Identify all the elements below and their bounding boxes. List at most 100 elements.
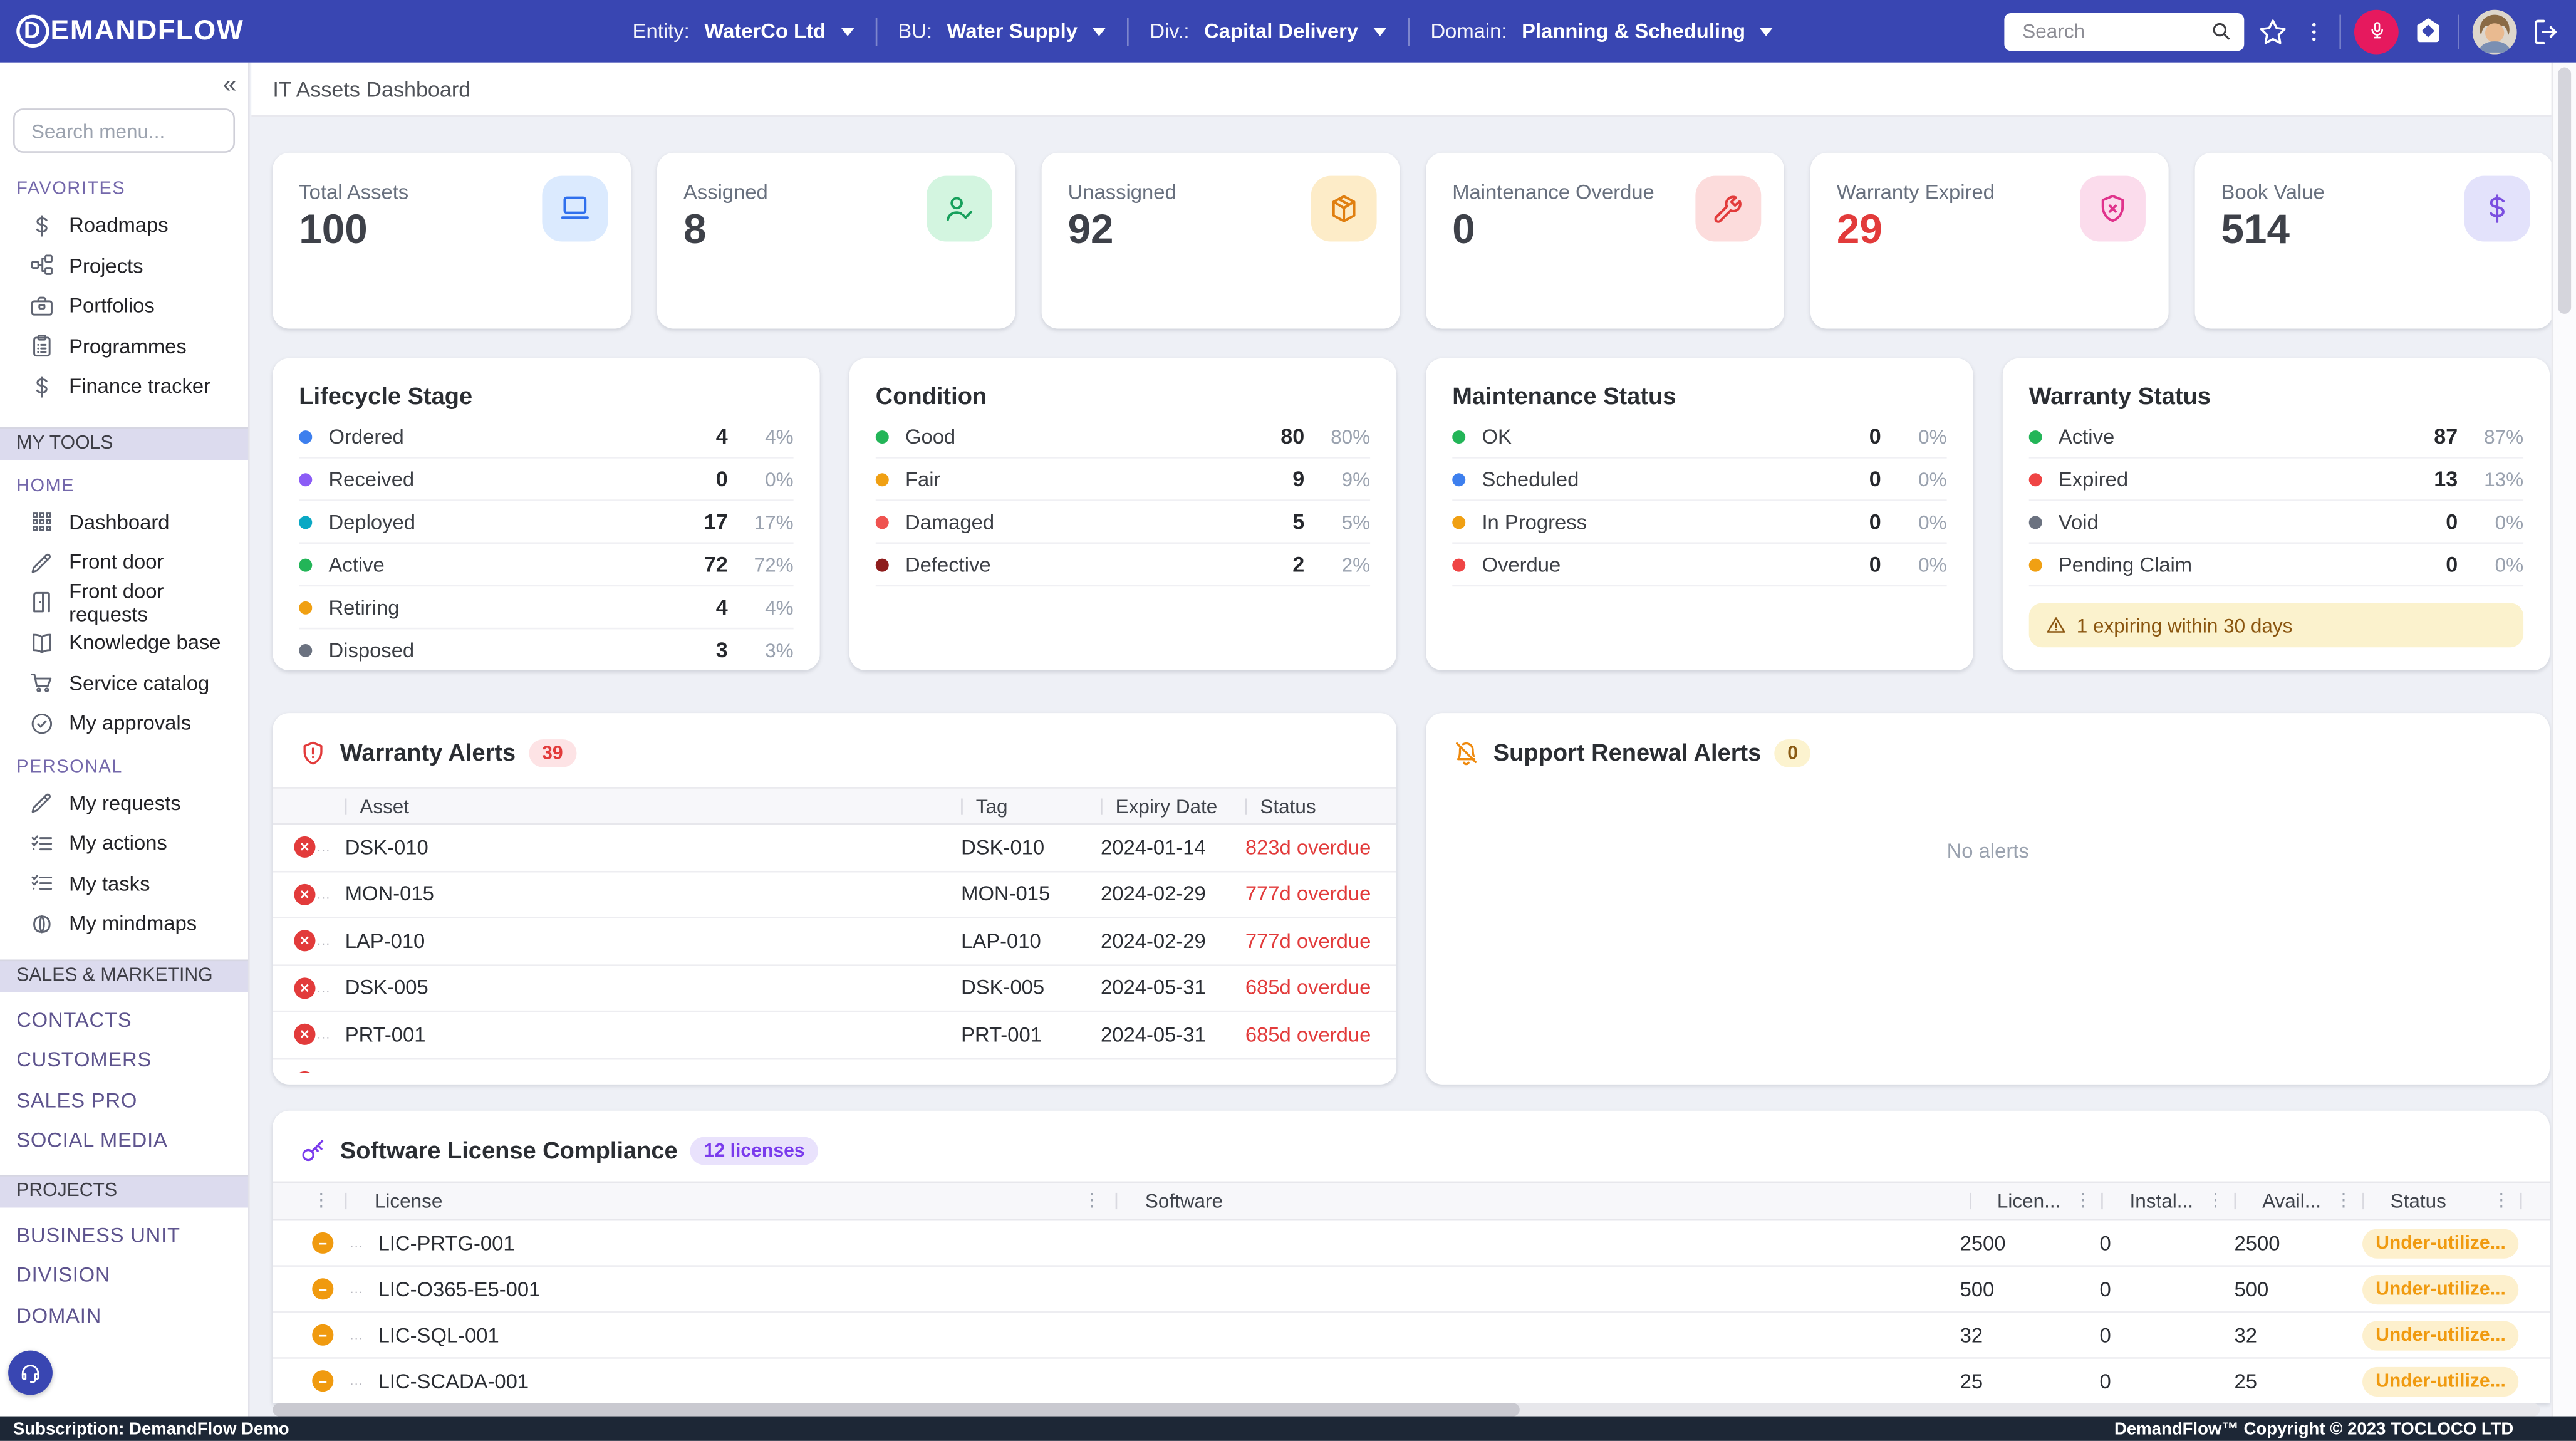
vertical-scrollbar[interactable]: [2551, 62, 2576, 1417]
table-row[interactable]: ✕... DSK-010 DSK-010 2024-01-14 823d ove…: [273, 825, 1397, 872]
section-band-projects[interactable]: PROJECTS: [0, 1173, 248, 1207]
book-icon: [29, 630, 54, 655]
section-band-my-tools[interactable]: MY TOOLS: [0, 426, 248, 459]
bu-selector[interactable]: BU: Water Supply: [876, 0, 1126, 63]
table-row[interactable]: −... LIC-SCADA-001 25 0 25 Under-utilize.…: [273, 1359, 2550, 1403]
column-header-status[interactable]: Status: [1260, 794, 1316, 818]
divider: [1115, 1192, 1118, 1210]
breakdown-row: Overdue 0 0%: [1452, 544, 1947, 587]
table-row[interactable]: −... LIC-O365-E5-001 500 0 500 Under-util…: [273, 1267, 2550, 1313]
sidebar-collapse-icon[interactable]: «: [222, 70, 237, 99]
horizontal-scrollbar[interactable]: [273, 1403, 2540, 1417]
status-dot: [299, 472, 313, 486]
sidebar-item-roadmaps[interactable]: Roadmaps: [0, 205, 248, 246]
table-row[interactable]: ✕... LAP-040 LAP-040 2024-05-31 685d ove…: [273, 1059, 1396, 1073]
sidebar-item-my-tasks[interactable]: My tasks: [0, 863, 248, 903]
section-band-sales-marketing[interactable]: SALES & MARKETING: [0, 959, 248, 992]
horizontal-scrollbar-thumb[interactable]: [273, 1403, 1520, 1417]
table-row[interactable]: −... LIC-SQL-001 32 0 32 Under-utilize...: [273, 1313, 2550, 1359]
division-label: Div.:: [1150, 19, 1190, 43]
column-header-available[interactable]: Avail...: [2262, 1189, 2321, 1213]
user-avatar[interactable]: [2472, 9, 2517, 54]
sidebar-item-front-door-requests[interactable]: Front door requests: [0, 580, 248, 625]
sidebar-item-my-actions[interactable]: My actions: [0, 823, 248, 863]
column-header-software[interactable]: Software: [1145, 1189, 1223, 1213]
division-selector[interactable]: Div.: Capital Delivery: [1128, 0, 1407, 63]
status-dot: [2028, 472, 2042, 486]
column-header-tag[interactable]: Tag: [975, 794, 1008, 818]
column-header-licensed[interactable]: Licen...: [1997, 1189, 2061, 1213]
error-circle-icon: ✕: [294, 836, 316, 858]
breakdown-row: Deployed 17 17%: [299, 501, 794, 544]
search-icon[interactable]: [2210, 19, 2233, 43]
column-menu-icon[interactable]: ⋮: [2074, 1190, 2092, 1210]
briefcase-icon: [29, 294, 54, 318]
column-menu-icon[interactable]: ⋮: [2206, 1190, 2225, 1210]
column-menu-icon[interactable]: ⋮: [2492, 1190, 2511, 1210]
stat-card-assigned[interactable]: Assigned 8: [657, 152, 1015, 329]
sidebar-item-contacts[interactable]: CONTACTS: [16, 1008, 132, 1032]
sidebar-item-programmes[interactable]: Programmes: [0, 326, 248, 367]
mail-icon[interactable]: [2412, 15, 2444, 48]
sidebar-item-label: Roadmaps: [69, 214, 169, 237]
pencil-icon: [29, 550, 54, 575]
column-header-status[interactable]: Status: [2390, 1189, 2446, 1213]
breakdown-row: Damaged 5 5%: [875, 501, 1371, 544]
sidebar-item-finance-tracker[interactable]: Finance tracker: [0, 367, 248, 407]
column-menu-icon[interactable]: ⋮: [312, 1190, 331, 1210]
sidebar-item-front-door[interactable]: Front door: [0, 542, 248, 582]
column-header-expiry[interactable]: Expiry Date: [1115, 794, 1218, 818]
entity-selector[interactable]: Entity: WaterCo Ltd: [611, 0, 875, 63]
warranty-alerts-table: Asset Tag Expiry Date Status ✕... DSK-01…: [273, 787, 1397, 1073]
sidebar-item-projects[interactable]: Projects: [0, 246, 248, 286]
panel-warranty-status: Warranty Status Active 87 87% Expired 13 13%…: [2002, 358, 2550, 670]
dollar-icon: [29, 374, 54, 398]
table-row[interactable]: ✕... MON-015 MON-015 2024-02-29 777d ove…: [273, 871, 1397, 918]
sidebar-item-customers[interactable]: CUSTOMERS: [16, 1048, 152, 1072]
table-row[interactable]: −... LIC-PRTG-001 2500 0 2500 Under-utili…: [273, 1220, 2550, 1267]
stat-card-value: 29: [1836, 207, 1883, 253]
table-row[interactable]: ✕... DSK-005 DSK-005 2024-05-31 685d ove…: [273, 965, 1397, 1012]
sidebar-item-my-mindmaps[interactable]: My mindmaps: [0, 903, 248, 944]
sidebar-item-domain[interactable]: DOMAIN: [16, 1304, 102, 1328]
column-menu-icon[interactable]: ⋮: [2334, 1190, 2353, 1210]
domain-selector[interactable]: Domain: Planning & Scheduling: [1409, 0, 1794, 63]
more-menu-icon[interactable]: [2302, 19, 2326, 43]
table-row[interactable]: ✕... PRT-001 PRT-001 2024-05-31 685d ove…: [273, 1012, 1397, 1059]
breakdown-row: Retiring 4 4%: [299, 586, 794, 630]
stat-card-maintenance-overdue[interactable]: Maintenance Overdue 0: [1426, 152, 1784, 329]
sidebar-item-service-catalog[interactable]: Service catalog: [0, 663, 248, 703]
sidebar-item-dashboard[interactable]: Dashboard: [0, 502, 248, 542]
vertical-scrollbar-thumb[interactable]: [2558, 67, 2572, 314]
sidebar-item-label: Programmes: [69, 335, 187, 358]
stat-card-warranty-expired[interactable]: Warranty Expired 29: [1810, 152, 2169, 329]
column-header-license[interactable]: License: [374, 1189, 443, 1213]
stat-card-book-value[interactable]: Book Value 514: [2194, 152, 2552, 329]
app-logo[interactable]: D EMANDFLOW: [16, 0, 244, 63]
sidebar-item-social-media[interactable]: SOCIAL MEDIA: [16, 1129, 168, 1152]
support-help-button[interactable]: [8, 1350, 53, 1395]
favorites-star-icon[interactable]: [2257, 16, 2288, 47]
sidebar-item-knowledge-base[interactable]: Knowledge base: [0, 623, 248, 663]
stat-card-unassigned[interactable]: Unassigned 92: [1041, 152, 1400, 329]
table-row[interactable]: ✕... LAP-010 LAP-010 2024-02-29 777d ove…: [273, 918, 1397, 965]
stat-card-total-assets[interactable]: Total Assets 100: [273, 152, 631, 329]
divider: [1407, 17, 1410, 46]
sidebar-item-sales-pro[interactable]: SALES PRO: [16, 1089, 138, 1112]
voice-record-button[interactable]: [2354, 9, 2399, 54]
logout-icon[interactable]: [2530, 16, 2562, 47]
sidebar-item-my-approvals[interactable]: My approvals: [0, 703, 248, 743]
column-header-installed[interactable]: Instal...: [2129, 1189, 2193, 1213]
column-header-asset[interactable]: Asset: [360, 794, 410, 818]
global-search-input[interactable]: [2018, 18, 2210, 44]
sidebar-search-input[interactable]: [28, 117, 221, 144]
count-badge: 39: [529, 739, 576, 767]
sidebar-item-division[interactable]: DIVISION: [16, 1264, 111, 1288]
status-dot: [875, 429, 889, 443]
sidebar-item-my-requests[interactable]: My requests: [0, 783, 248, 823]
stat-card-label: Warranty Expired: [1836, 180, 1995, 204]
sidebar-item-business-unit[interactable]: BUSINESS UNIT: [16, 1224, 180, 1247]
sidebar-item-portfolios[interactable]: Portfolios: [0, 286, 248, 326]
cell-license: LIC-SQL-001: [378, 1323, 499, 1347]
column-menu-icon[interactable]: ⋮: [1083, 1190, 1101, 1210]
